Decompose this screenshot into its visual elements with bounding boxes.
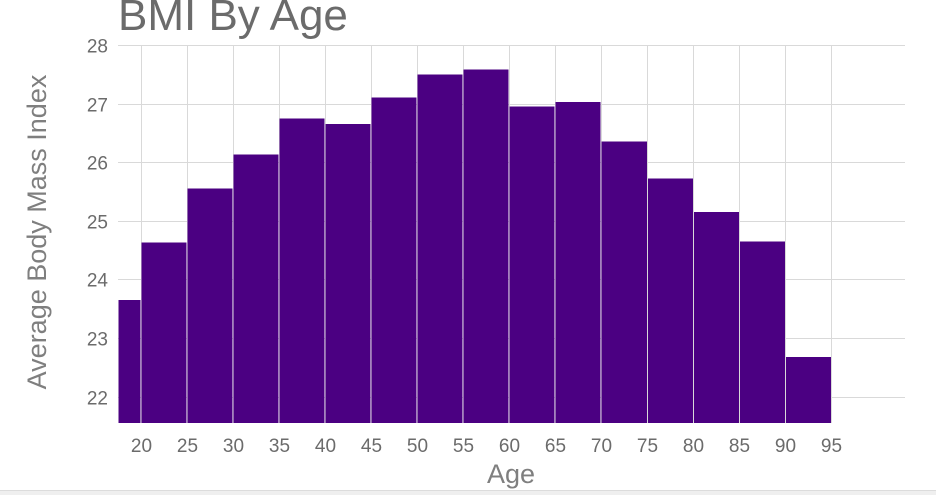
y-tick-label: 24	[87, 271, 109, 292]
x-tick-label: 25	[177, 436, 198, 457]
x-tick-label: 20	[131, 436, 152, 457]
x-tick-label: 45	[361, 436, 382, 457]
y-tick-label: 25	[87, 213, 108, 234]
x-tick-label: 60	[499, 436, 520, 457]
histogram-bar	[417, 74, 463, 424]
histogram-bar	[601, 141, 647, 423]
x-tick-label: 65	[545, 436, 566, 457]
histogram-bar	[325, 124, 371, 424]
x-tick-label: 95	[821, 436, 842, 457]
bar-layer	[118, 69, 831, 424]
x-axis-label: Age	[487, 459, 535, 489]
y-tick-label: 27	[87, 96, 108, 117]
histogram-bar	[555, 101, 601, 424]
x-tick-label: 85	[729, 436, 750, 457]
y-tick-label: 23	[87, 330, 108, 351]
x-tick-label: 50	[407, 436, 428, 457]
histogram-bar	[371, 97, 417, 423]
histogram-bar	[785, 356, 831, 423]
x-tick-label: 30	[223, 436, 244, 457]
x-tick-label: 55	[453, 436, 474, 457]
x-axis-ticks: 20 25 30 35 40 45 50 55 60 65 70 75 80 85 90 95	[131, 436, 842, 457]
y-tick-label: 28	[87, 37, 108, 58]
window-bottom-edge	[0, 490, 936, 495]
x-tick-label: 90	[775, 436, 796, 457]
histogram-bar	[141, 242, 187, 423]
histogram-bar	[739, 241, 785, 423]
histogram-bar	[118, 299, 141, 423]
x-tick-label: 75	[637, 436, 658, 457]
chart-title: BMI By Age	[118, 0, 348, 40]
y-tick-label: 22	[87, 389, 108, 410]
y-axis-label: Average Body Mass Index	[22, 74, 52, 389]
histogram-bar	[233, 154, 279, 423]
histogram-bar	[279, 118, 325, 424]
x-tick-label: 40	[315, 436, 336, 457]
x-tick-label: 80	[683, 436, 704, 457]
x-tick-label: 70	[591, 436, 612, 457]
y-tick-label: 26	[87, 154, 108, 175]
histogram-bar	[647, 178, 693, 423]
histogram-bar	[463, 69, 509, 423]
y-axis-ticks: 22 23 24 25 26 27 28	[87, 37, 109, 410]
histogram-bar	[187, 188, 233, 423]
histogram-bar	[509, 106, 555, 423]
x-tick-label: 35	[269, 436, 290, 457]
histogram-bar	[693, 212, 739, 423]
